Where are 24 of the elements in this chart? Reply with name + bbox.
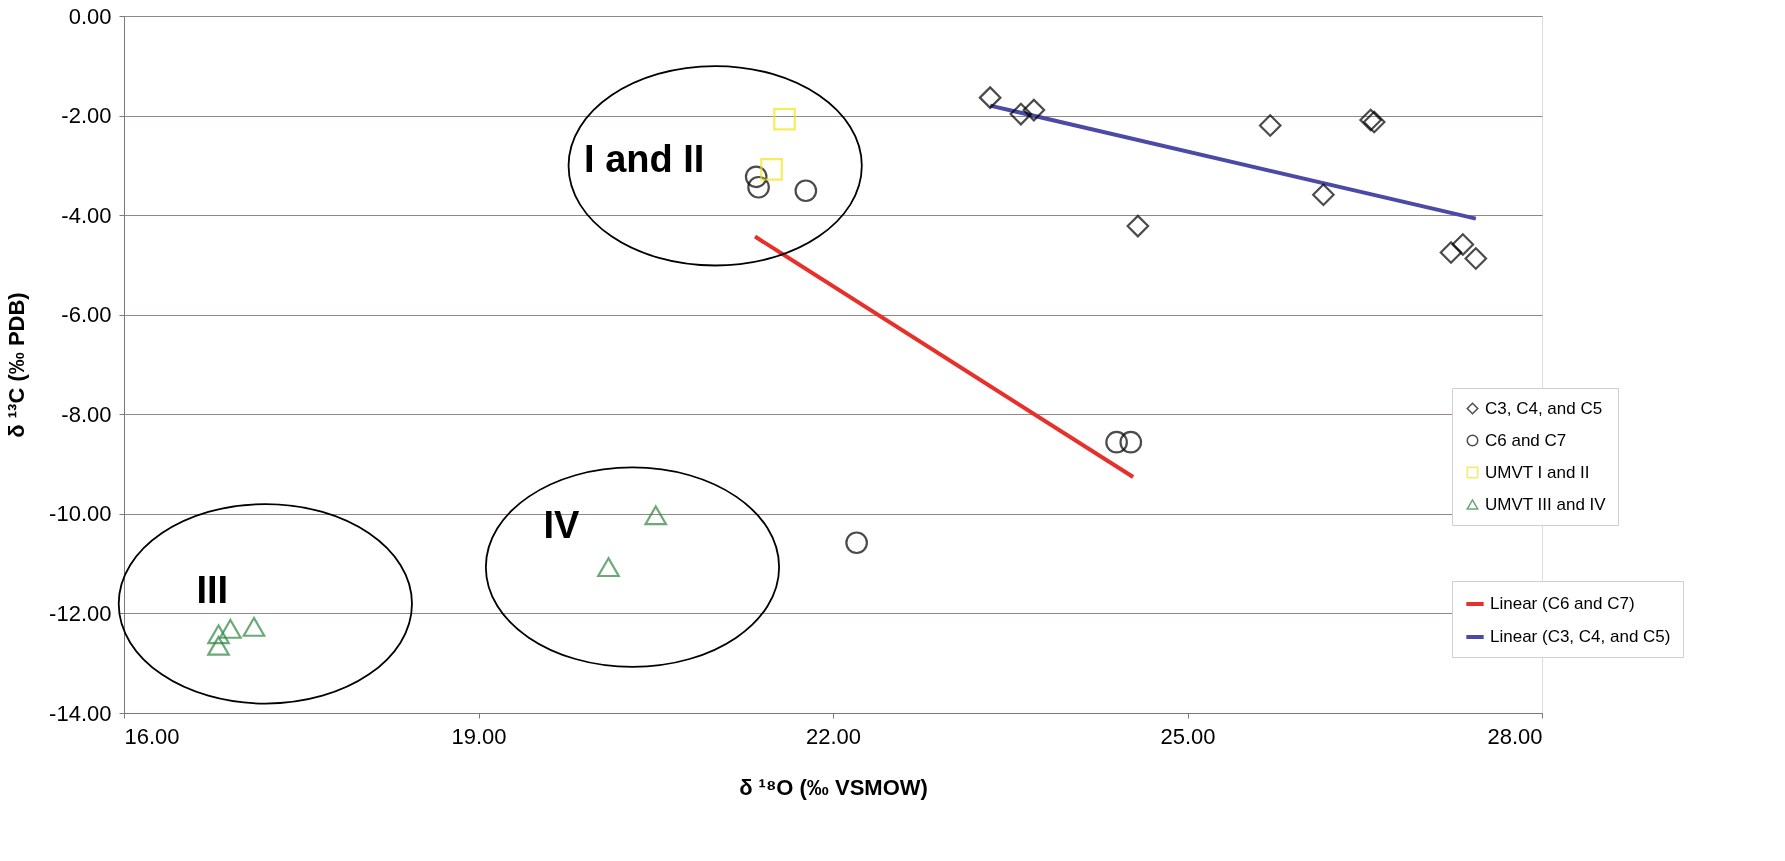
y-axis-title: δ ¹³C (‰ PDB) — [4, 292, 30, 438]
x-tick-label: 19.00 — [451, 723, 507, 749]
annotation: III — [196, 568, 229, 611]
y-tick-label: -8.00 — [61, 401, 112, 427]
x-tick-label: 22.00 — [805, 723, 862, 749]
x-tick-label: 16.00 — [124, 723, 180, 749]
y-tick-label: -6.00 — [61, 302, 112, 328]
legend-label: Linear (C6 and C7) — [1490, 594, 1635, 613]
y-tick-label: -12.00 — [49, 600, 112, 626]
annotation: I and II — [584, 137, 705, 180]
y-tick-label: -4.00 — [61, 202, 112, 228]
x-axis-title: δ ¹⁸O (‰ VSMOW) — [739, 774, 928, 800]
y-tick-label: -10.00 — [49, 501, 112, 527]
legend-label: UMVT III and IV — [1485, 494, 1607, 514]
x-tick-label: 25.00 — [1160, 723, 1216, 749]
legend-label: C3, C4, and C5 — [1485, 398, 1603, 418]
legend-label: C6 and C7 — [1485, 430, 1567, 450]
x-tick-label: 28.00 — [1487, 723, 1543, 749]
legend-label: UMVT I and II — [1485, 462, 1590, 482]
y-tick-label: -2.00 — [61, 103, 112, 129]
y-tick-label: 0.00 — [68, 3, 112, 29]
legend-label: Linear (C3, C4, and C5) — [1490, 627, 1671, 646]
annotation: IV — [543, 504, 581, 547]
y-tick-label: -14.00 — [49, 700, 112, 726]
